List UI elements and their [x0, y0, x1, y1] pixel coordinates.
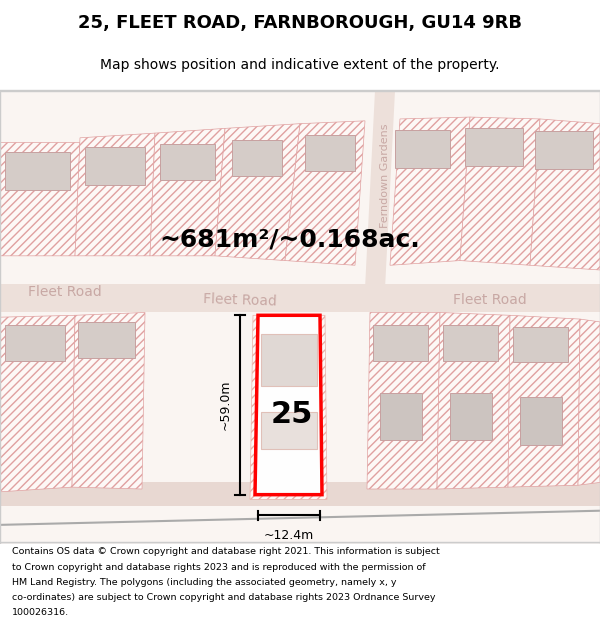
Polygon shape [0, 142, 80, 256]
Bar [0, 284, 600, 312]
Polygon shape [150, 128, 225, 256]
Polygon shape [508, 315, 580, 487]
Bar [261, 334, 317, 386]
Bar [261, 412, 317, 449]
Bar [520, 398, 562, 444]
Bar [85, 148, 145, 185]
Bar [535, 131, 593, 169]
Polygon shape [365, 91, 395, 289]
Bar [305, 135, 355, 171]
Text: 100026316.: 100026316. [12, 608, 69, 617]
Text: ~12.4m: ~12.4m [264, 529, 314, 542]
Text: Ferndown Gardens: Ferndown Gardens [380, 123, 390, 228]
Bar [5, 325, 65, 361]
Polygon shape [530, 119, 600, 270]
Polygon shape [250, 315, 327, 499]
Text: HM Land Registry. The polygons (including the associated geometry, namely x, y: HM Land Registry. The polygons (includin… [12, 578, 397, 587]
Bar [232, 140, 282, 176]
Text: ~681m²/~0.168ac.: ~681m²/~0.168ac. [160, 228, 421, 252]
Text: to Crown copyright and database rights 2023 and is reproduced with the permissio: to Crown copyright and database rights 2… [12, 562, 425, 571]
Bar [443, 325, 498, 361]
Bar [160, 144, 215, 180]
Polygon shape [460, 117, 540, 265]
Polygon shape [390, 117, 470, 265]
Bar [395, 130, 450, 168]
Bar [78, 322, 135, 357]
Polygon shape [0, 315, 75, 492]
Polygon shape [215, 124, 300, 261]
Bar [465, 128, 523, 166]
Bar [373, 325, 428, 361]
Bar [380, 392, 422, 440]
Polygon shape [367, 312, 440, 489]
Text: ~59.0m: ~59.0m [219, 380, 232, 430]
Bar [5, 152, 70, 190]
Polygon shape [255, 315, 322, 494]
Text: Fleet Road: Fleet Road [203, 292, 277, 309]
Polygon shape [72, 312, 145, 489]
Text: 25: 25 [271, 400, 313, 429]
Text: Fleet Road: Fleet Road [453, 293, 527, 308]
Polygon shape [285, 121, 365, 265]
Text: 25, FLEET ROAD, FARNBOROUGH, GU14 9RB: 25, FLEET ROAD, FARNBOROUGH, GU14 9RB [78, 14, 522, 32]
Text: Map shows position and indicative extent of the property.: Map shows position and indicative extent… [100, 58, 500, 72]
Bar [513, 327, 568, 362]
Bar [0, 482, 600, 506]
Polygon shape [578, 319, 600, 485]
Text: Contains OS data © Crown copyright and database right 2021. This information is : Contains OS data © Crown copyright and d… [12, 548, 440, 556]
Text: Fleet Road: Fleet Road [28, 285, 102, 299]
Polygon shape [75, 133, 155, 256]
Polygon shape [437, 312, 510, 489]
Bar [450, 392, 492, 440]
Text: co-ordinates) are subject to Crown copyright and database rights 2023 Ordnance S: co-ordinates) are subject to Crown copyr… [12, 593, 436, 602]
